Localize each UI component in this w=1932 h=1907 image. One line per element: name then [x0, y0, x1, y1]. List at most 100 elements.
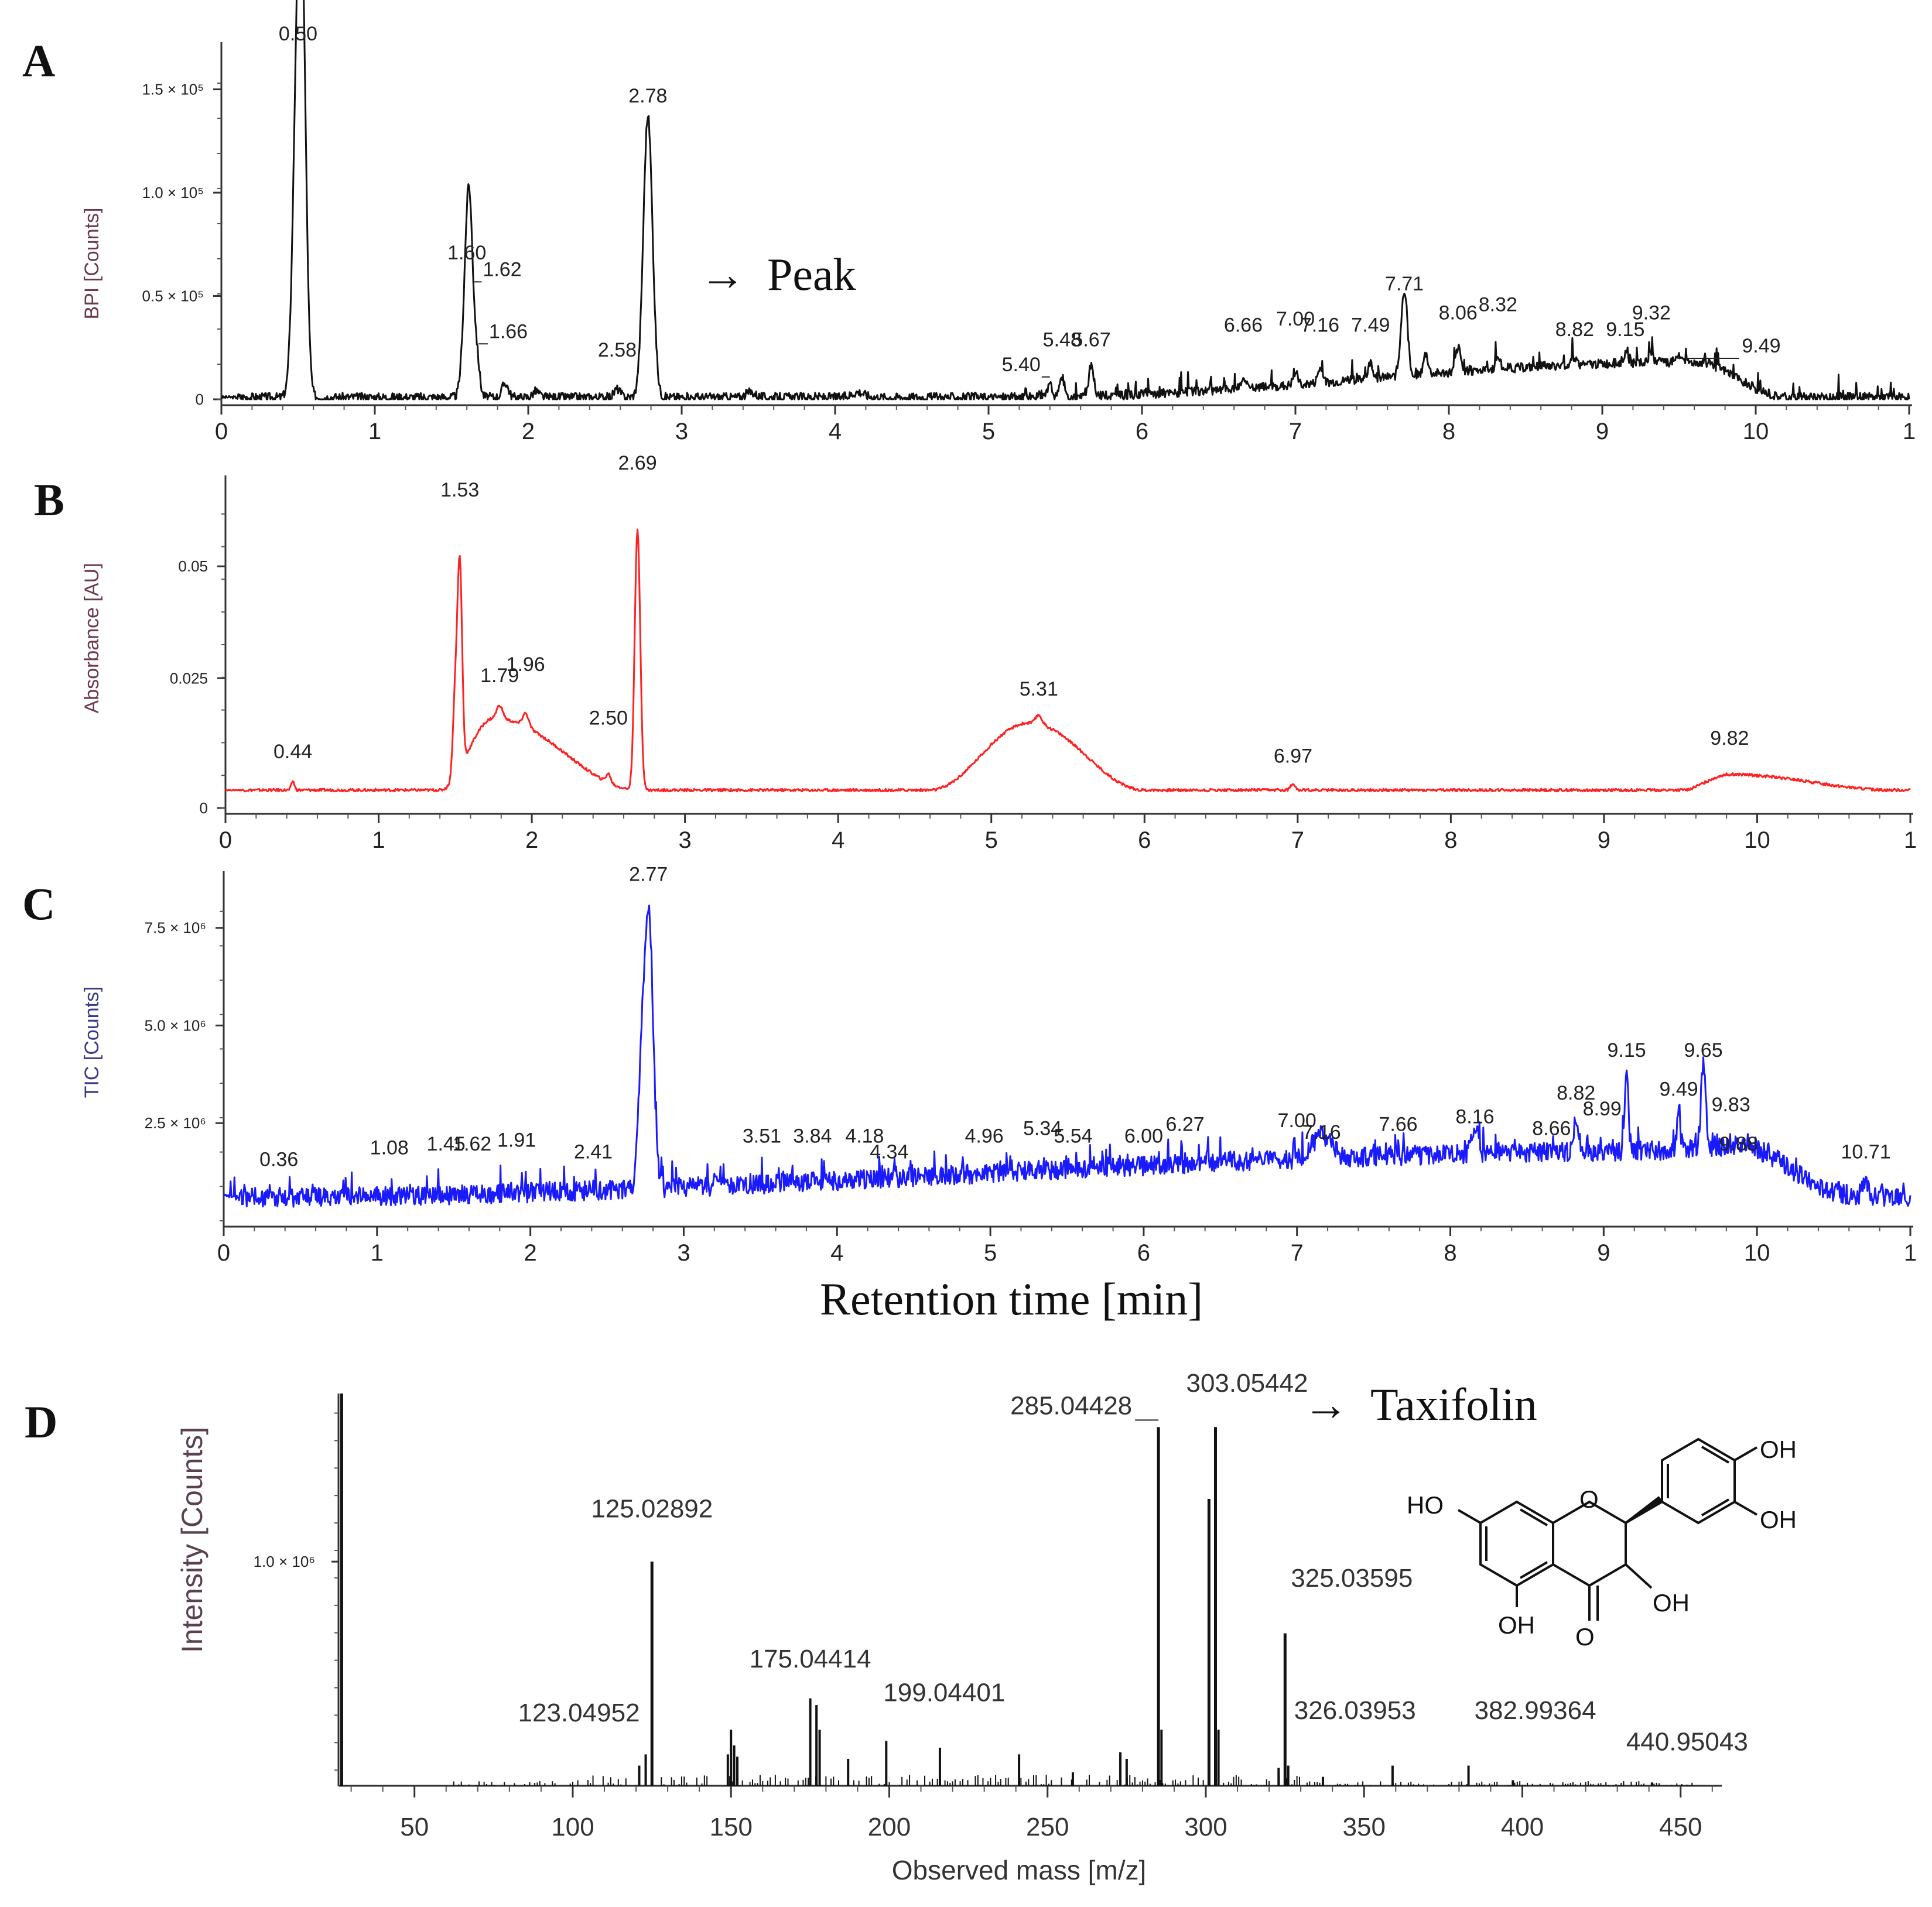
- taxifolin-arrow: →: [1303, 1379, 1349, 1430]
- mz-label: 303.05442: [1186, 1369, 1308, 1398]
- x-tick-label: 8: [1442, 419, 1455, 444]
- trace-line: [225, 528, 1911, 793]
- x-tick-label: 5: [982, 419, 995, 444]
- label-oh-mid-right: OH: [1760, 1506, 1797, 1533]
- x-tick-label: 8: [1444, 1240, 1456, 1266]
- x-tick-label: 5: [984, 1240, 997, 1266]
- x-tick-label: 3: [679, 827, 692, 853]
- x-tick-label: 9: [1598, 827, 1610, 853]
- x-tick-label: 400: [1501, 1813, 1544, 1841]
- bond-ho: [1457, 1509, 1482, 1524]
- peak-label: 4.18: [845, 1125, 884, 1148]
- x-tick-label: 7: [1291, 827, 1304, 853]
- x-tick-label: 450: [1659, 1813, 1702, 1841]
- x-tick-label: 6: [1137, 1240, 1150, 1266]
- ring-c: [1552, 1500, 1653, 1621]
- y-axis-label-b: Absorbance [AU]: [81, 563, 103, 713]
- peak-label: 8.99: [1583, 1098, 1622, 1120]
- peak-label: 8.32: [1479, 293, 1517, 316]
- ring-b: [1661, 1437, 1758, 1525]
- x-tick-label: 1: [372, 827, 385, 853]
- y-tick-label: 0.025: [170, 669, 208, 687]
- x-axis-label-d: Observed mass [m/z]: [892, 1855, 1147, 1885]
- x-tick-label: 7: [1291, 1240, 1304, 1266]
- peak-label: 5.40: [1002, 354, 1041, 376]
- x-tick-label: 250: [1026, 1813, 1069, 1841]
- peak-label: 0.44: [273, 741, 312, 763]
- y-tick-label: 1.5 × 10⁵: [142, 81, 204, 98]
- peak-label: 9.15: [1608, 1039, 1646, 1062]
- peak-label: 7.16: [1301, 314, 1339, 337]
- x-tick-label: 350: [1343, 1813, 1386, 1841]
- peak-label: 1.60: [447, 242, 486, 264]
- panel-letter-b: B: [34, 474, 64, 525]
- x-tick-label: 1: [371, 1240, 384, 1266]
- trace-line: [223, 905, 1912, 1208]
- peak-label: 0.50: [279, 23, 317, 45]
- peak-label: 3.51: [743, 1125, 781, 1148]
- peak-label: 0.36: [259, 1149, 298, 1171]
- peak-label: 6.97: [1274, 745, 1312, 768]
- peak-label: 8.06: [1439, 302, 1478, 324]
- peak-label: 5.31: [1020, 678, 1058, 700]
- x-tick-label: 100: [551, 1813, 594, 1841]
- peak-label: 1.62: [483, 258, 521, 280]
- x-tick-label: 1: [1904, 1240, 1917, 1266]
- peak-label: 7.66: [1379, 1114, 1417, 1136]
- peak-label: 1.08: [370, 1137, 409, 1159]
- peak-label: 1.45: [427, 1133, 466, 1155]
- peak-label: 8.16: [1455, 1105, 1494, 1128]
- taxifolin-structure: [1457, 1437, 1758, 1621]
- peak-label: 1.91: [497, 1129, 536, 1151]
- peak-label: 5.48: [1043, 328, 1082, 351]
- y-tick-label: 0.5 × 10⁵: [142, 287, 204, 305]
- label-oh-bottom: OH: [1498, 1611, 1535, 1639]
- peak-label: 5.67: [1072, 328, 1110, 351]
- spectrum-bars: [340, 1394, 1693, 1786]
- x-tick-label: 6: [1138, 827, 1151, 853]
- peak-label: 4.96: [965, 1125, 1004, 1148]
- x-tick-label: 7: [1289, 419, 1302, 444]
- label-o-ring: O: [1579, 1485, 1599, 1513]
- trace-a: [221, 0, 1910, 400]
- label-oh-c3: OH: [1653, 1589, 1690, 1617]
- peak-label: 6.27: [1166, 1114, 1205, 1136]
- ring-a: [1479, 1500, 1554, 1587]
- mass-spectrum-panel-d: Intensity [Counts] 50 100 150 200 250 300 350 4…: [176, 1369, 1748, 1885]
- peak-label: 7.00: [1276, 308, 1315, 330]
- peak-label: 2.78: [628, 85, 667, 107]
- peak-label: 7.16: [1302, 1121, 1341, 1143]
- peak-label: 2.69: [618, 452, 656, 474]
- x-tick-label: 50: [400, 1813, 429, 1841]
- x-tick-label: 6: [1136, 419, 1148, 444]
- mz-label: 326.03953: [1294, 1696, 1416, 1725]
- peak-label: 9.32: [1632, 302, 1671, 324]
- peak-label: 1.79: [480, 665, 519, 687]
- peak-label: 2.58: [598, 339, 637, 361]
- peak-arrow: →: [700, 249, 746, 300]
- x-tick-label: 2: [522, 419, 535, 444]
- y-tick-label: 1.0 × 10⁶: [254, 1553, 315, 1570]
- chromatogram-panel-c: TIC [Counts] 0 1 2 3 4 5 6 7 8 9 10 1 2.5 × 10⁶ 5.0 ×…: [81, 864, 1917, 1266]
- peak-labels-c: 0.36 1.08 1.451.62 1.91 2.41 2.77 3.51 3.84 4.18…: [259, 864, 1890, 1171]
- mz-labels: 125.02892 123.04952 175.04414 199.04401 285.…: [518, 1369, 1748, 1757]
- mz-label: 285.04428: [1010, 1391, 1132, 1420]
- peak-label: 6.66: [1224, 314, 1263, 337]
- chromatogram-panel-b: Absorbance [AU] 0 1 2 3 4 5 6 7 8 9 10 100.0250.05 …: [81, 452, 1917, 853]
- peak-label: 9.49: [1660, 1079, 1698, 1101]
- y-tick-label: 2.5 × 10⁶: [145, 1114, 206, 1132]
- x-tick-label: 4: [829, 419, 842, 444]
- mz-label: 325.03595: [1291, 1564, 1413, 1593]
- peak-label: 4.34: [870, 1141, 908, 1163]
- x-tick-label: 2: [525, 827, 538, 853]
- peak-label: 7.49: [1351, 314, 1390, 337]
- panel-letter-d: D: [25, 1396, 57, 1447]
- mz-label: 125.02892: [591, 1495, 713, 1523]
- x-tick-label: 4: [832, 827, 844, 853]
- mz-label: 175.04414: [750, 1645, 871, 1673]
- label-ho: HO: [1407, 1491, 1444, 1519]
